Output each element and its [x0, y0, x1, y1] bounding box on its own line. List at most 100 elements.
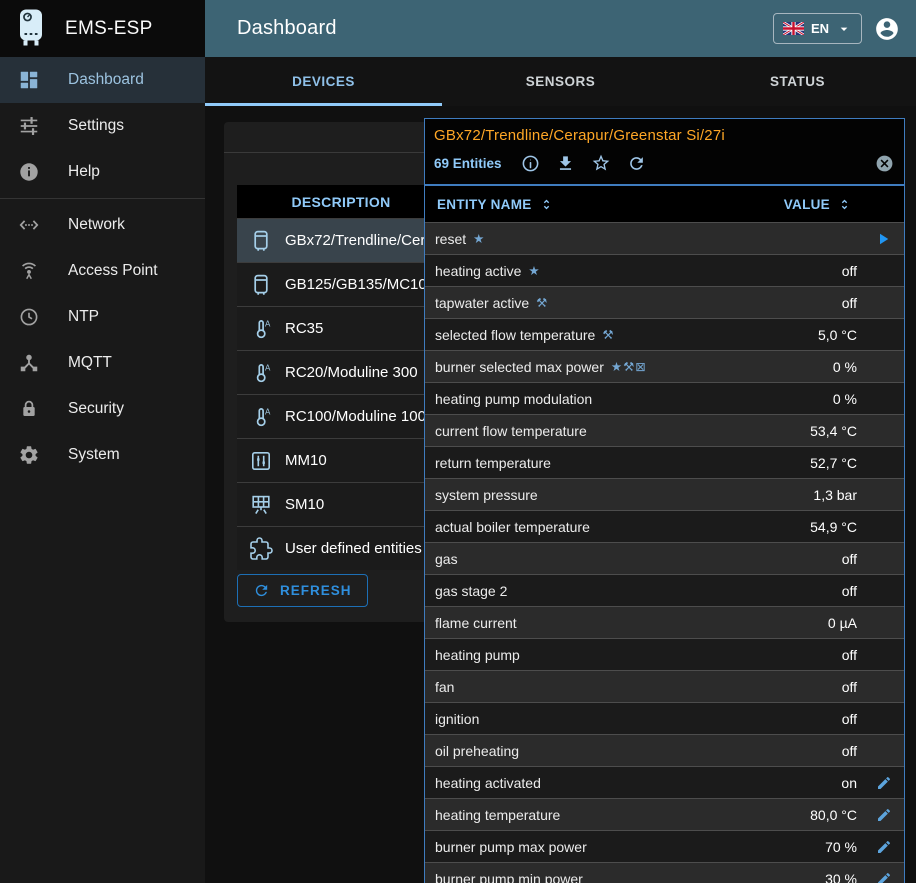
chevron-down-icon: [836, 21, 852, 37]
entity-row[interactable]: tapwater active ⚒ off: [425, 286, 904, 318]
sidebar: EMS-ESP Dashboard Settings Help Network Acce…: [0, 0, 205, 883]
sidebar-item-network[interactable]: Network: [0, 202, 205, 248]
entity-row[interactable]: ignition off: [425, 702, 904, 734]
entity-action-slot: [862, 775, 892, 791]
entity-name: tapwater active: [435, 294, 530, 311]
sidebar-item-label: Access Point: [68, 262, 158, 279]
entity-row[interactable]: oil preheating off: [425, 734, 904, 766]
sort-by-value[interactable]: VALUE: [784, 197, 852, 212]
hub-icon: [18, 352, 40, 374]
entity-rows: reset ★ heating active ★ off tapwater active ⚒…: [425, 222, 904, 883]
sidebar-item-label: NTP: [68, 308, 99, 325]
entity-action-slot: [862, 839, 892, 855]
sort-by-entity-name[interactable]: ENTITY NAME: [437, 197, 554, 212]
tab-status[interactable]: STATUS: [679, 57, 916, 106]
entity-name: burner pump max power: [435, 838, 587, 855]
entity-row[interactable]: burner pump max power 70 %: [425, 830, 904, 862]
entity-name: oil preheating: [435, 742, 520, 759]
refresh-icon[interactable]: [627, 154, 646, 173]
language-selector[interactable]: EN: [772, 13, 862, 44]
sidebar-item-label: Dashboard: [68, 71, 144, 88]
boiler-logo-icon: [13, 8, 49, 50]
sidebar-item-label: System: [68, 446, 120, 463]
entity-row[interactable]: selected flow temperature ⚒ 5,0 °C: [425, 318, 904, 350]
entity-name: burner pump min power: [435, 870, 583, 883]
entity-row[interactable]: gas off: [425, 542, 904, 574]
entity-name: heating pump modulation: [435, 390, 593, 407]
device-name: User defined entities: [285, 540, 422, 557]
info-icon: [18, 161, 40, 183]
entity-name: heating activated: [435, 774, 541, 791]
card-divider: [224, 152, 614, 153]
entity-row[interactable]: fan off: [425, 670, 904, 702]
entity-row[interactable]: actual boiler temperature 54,9 °C: [425, 510, 904, 542]
sort-unfold-icon: [837, 197, 852, 212]
sidebar-item-mqtt[interactable]: MQTT: [0, 340, 205, 386]
thermostat-icon: A: [237, 405, 285, 429]
tab-devices[interactable]: DEVICES: [205, 57, 442, 106]
app-logo-row: EMS-ESP: [0, 0, 205, 57]
entity-value: off: [841, 294, 857, 311]
appbar: Dashboard EN: [205, 0, 916, 57]
entity-row[interactable]: heating active ★ off: [425, 254, 904, 286]
solar-icon: [237, 493, 285, 517]
account-circle-icon[interactable]: [874, 16, 900, 42]
entity-row[interactable]: burner selected max power ★⚒⊠ 0 %: [425, 350, 904, 382]
tune-icon: [18, 115, 40, 137]
star-outline-icon[interactable]: [591, 153, 611, 173]
sidebar-item-settings[interactable]: Settings: [0, 103, 205, 149]
tab-sensors[interactable]: SENSORS: [442, 57, 679, 106]
edit-icon[interactable]: [876, 871, 892, 883]
sidebar-item-help[interactable]: Help: [0, 149, 205, 195]
entity-row[interactable]: heating activated on: [425, 766, 904, 798]
mixer-icon: [237, 449, 285, 473]
entity-name: actual boiler temperature: [435, 518, 590, 535]
info-outline-icon[interactable]: [521, 154, 540, 173]
sidebar-item-dashboard[interactable]: Dashboard: [0, 57, 205, 103]
wifi-tethering-icon: [18, 260, 40, 282]
entity-row[interactable]: heating temperature 80,0 °C: [425, 798, 904, 830]
device-name: MM10: [285, 452, 327, 469]
refresh-label: REFRESH: [280, 583, 352, 598]
entity-value: 5,0 °C: [817, 326, 857, 343]
entity-name: heating active: [435, 262, 522, 279]
entity-value: off: [841, 710, 857, 727]
cancel-icon[interactable]: [875, 154, 894, 173]
sidebar-item-access-point[interactable]: Access Point: [0, 248, 205, 294]
entity-row[interactable]: gas stage 2 off: [425, 574, 904, 606]
sidebar-item-ntp[interactable]: NTP: [0, 294, 205, 340]
entities-count: 69 Entities: [434, 155, 502, 171]
entity-row[interactable]: heating pump off: [425, 638, 904, 670]
entity-row[interactable]: heating pump modulation 0 %: [425, 382, 904, 414]
entity-row[interactable]: burner pump min power 30 %: [425, 862, 904, 883]
entity-row[interactable]: return temperature 52,7 °C: [425, 446, 904, 478]
sidebar-item-security[interactable]: Security: [0, 386, 205, 432]
entity-value: off: [841, 678, 857, 695]
entity-value: 54,9 °C: [810, 518, 857, 535]
entity-row[interactable]: flame current 0 µA: [425, 606, 904, 638]
refresh-icon: [253, 582, 270, 599]
sidebar-item-system[interactable]: System: [0, 432, 205, 478]
entity-name: return temperature: [435, 454, 551, 471]
sidebar-item-label: Network: [68, 216, 125, 233]
entity-value: off: [841, 550, 857, 567]
entity-value: 0 %: [832, 390, 857, 407]
entity-name: heating pump: [435, 646, 520, 663]
entity-action-slot: [862, 871, 892, 883]
entity-row[interactable]: current flow temperature 53,4 °C: [425, 414, 904, 446]
entity-name: burner selected max power: [435, 358, 604, 375]
entity-name: reset: [435, 230, 467, 247]
writeable-flag-icon: ⚒: [602, 328, 615, 342]
entity-row[interactable]: reset ★: [425, 222, 904, 254]
download-icon[interactable]: [556, 154, 575, 173]
edit-icon[interactable]: [876, 839, 892, 855]
edit-icon[interactable]: [876, 807, 892, 823]
edit-icon[interactable]: [876, 775, 892, 791]
entity-value: 30 %: [825, 870, 857, 883]
play-arrow-icon[interactable]: [874, 230, 892, 248]
refresh-button[interactable]: REFRESH: [237, 574, 368, 607]
favorite-flag-icon: ★: [473, 232, 486, 246]
entity-value: 52,7 °C: [810, 454, 857, 471]
tab-bar: DEVICES SENSORS STATUS: [205, 57, 916, 106]
entity-row[interactable]: system pressure 1,3 bar: [425, 478, 904, 510]
